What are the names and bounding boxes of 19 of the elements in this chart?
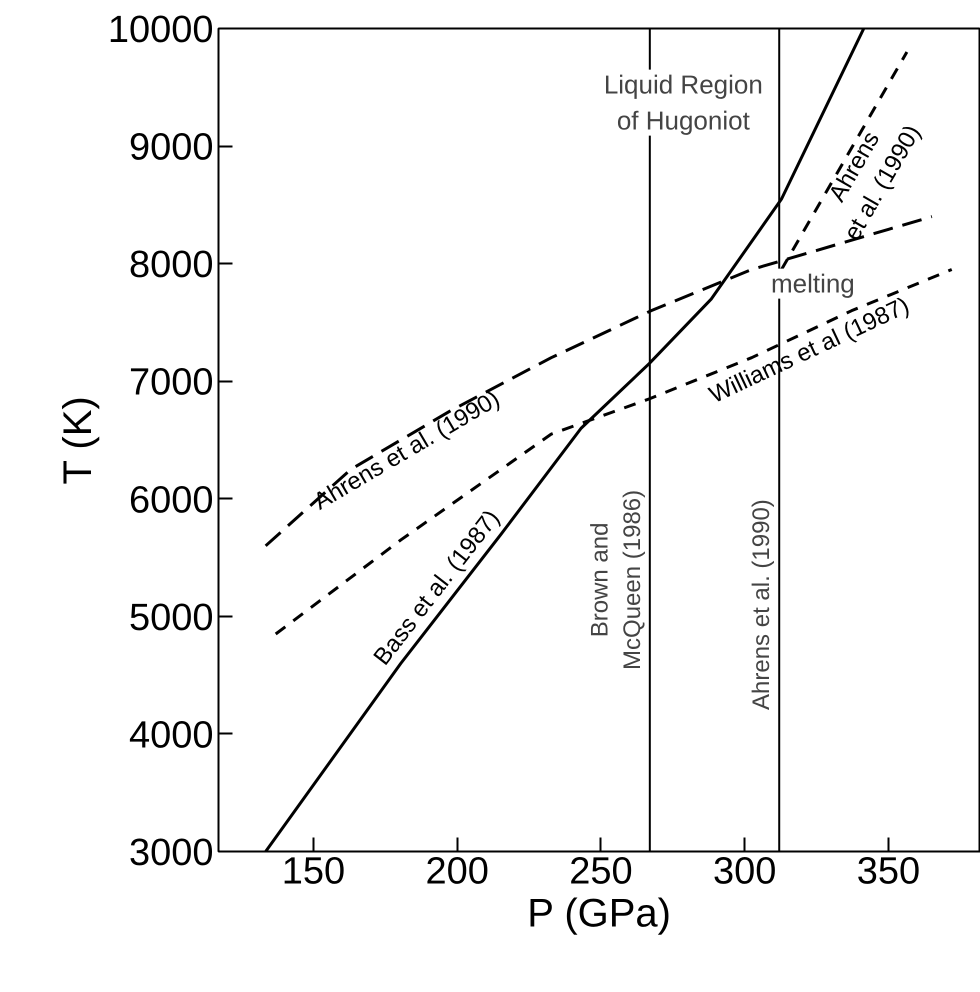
y-tick-label: 3000 [128,832,214,874]
y-tick-label: 7000 [128,362,214,404]
y-tick-label: 9000 [128,126,214,169]
x-tick-label: 350 [856,850,920,892]
x-tick-label: 200 [425,850,489,892]
y-tick-label: 8000 [128,244,214,286]
x-tick-label: 250 [569,850,633,892]
y-tick-label: 6000 [128,479,214,522]
ref-line-label: Brown and McQueen (1986) [586,490,646,670]
y-tick-label: 10000 [108,9,214,51]
ref-line-label: Ahrens et al. (1990) [748,499,776,710]
annotation: Liquid Region of Hugoniot [604,70,763,136]
x-tick-label: 300 [713,850,776,892]
x-tick-label: 150 [282,850,346,892]
y-tick-label: 4000 [128,714,214,756]
y-tick-label: 5000 [128,596,214,639]
y-axis-title: T (K) [56,396,100,484]
x-axis-title: P (GPa) [527,892,672,936]
annotation: melting [770,268,855,299]
